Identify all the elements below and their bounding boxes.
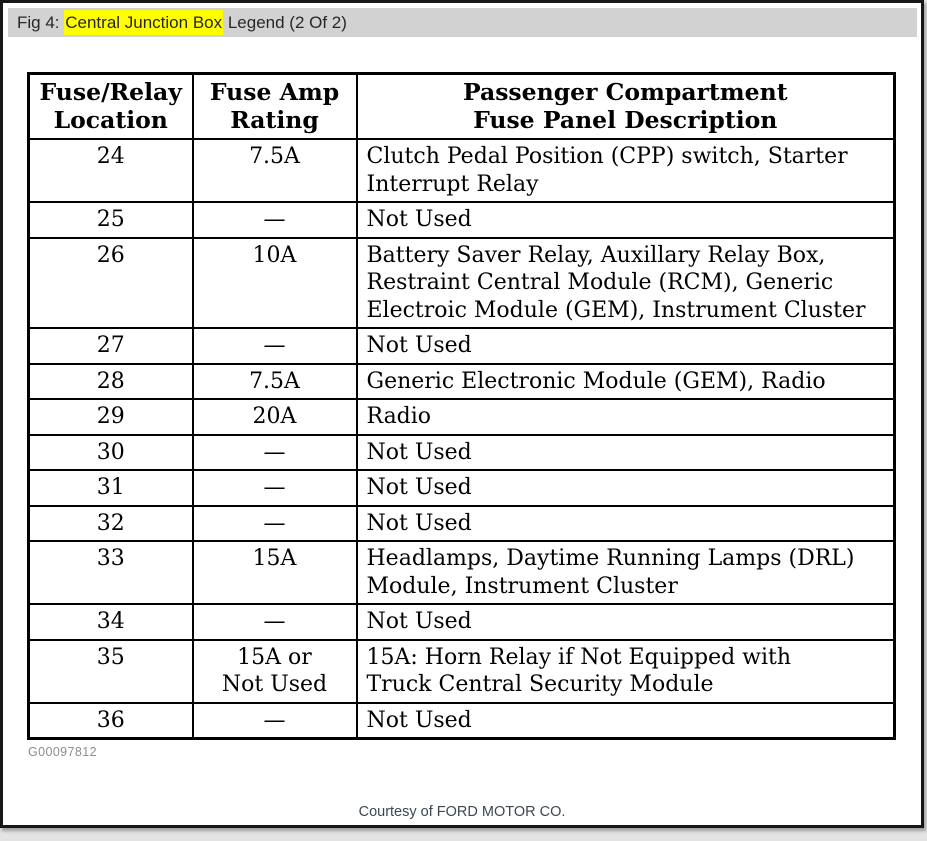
cell-location: 31: [27, 469, 194, 507]
cell-rating: —: [191, 603, 358, 641]
cell-rating: —: [191, 433, 358, 472]
column-header-location: Fuse/Relay Location: [27, 72, 194, 141]
cell-rating: 7.5A: [191, 362, 358, 401]
fuse-legend-table: Fuse/Relay Location Fuse Amp Rating Pass…: [27, 72, 896, 741]
cell-description: 15A: Horn Relay if Not Equipped with Tru…: [355, 638, 896, 704]
table-header-row: Fuse/Relay Location Fuse Amp Rating Pass…: [27, 72, 896, 141]
courtesy-label: Courtesy of FORD MOTOR CO.: [358, 804, 566, 820]
cell-location: 35: [27, 638, 194, 704]
cell-location: 29: [27, 398, 194, 436]
cell-rating: 15A or Not Used: [191, 638, 358, 704]
cell-rating: —: [191, 469, 358, 507]
figure-caption-suffix: Legend (2 Of 2): [223, 13, 347, 32]
figure-caption-highlighted-text: Central Junction Box: [64, 10, 224, 35]
cell-location: 26: [27, 236, 194, 330]
table-row: 34— Not Used: [27, 603, 896, 641]
table-row: 33 15A Headlamps, Daytime Running Lamps (D…: [27, 540, 896, 606]
cell-location: 30: [27, 433, 194, 472]
cell-rating: 10A: [191, 236, 358, 330]
cell-description: Generic Electronic Module (GEM), Radio: [355, 362, 896, 401]
cell-description: Clutch Pedal Position (CPP) switch, Star…: [355, 138, 896, 204]
table-row: 25— Not Used: [27, 201, 896, 239]
cell-rating: 20A: [191, 398, 358, 436]
cell-location: 27: [27, 327, 194, 365]
table-row: 30— Not Used: [27, 433, 896, 472]
table-row: 31— Not Used: [27, 469, 896, 507]
figure-caption-bar: Fig 4: Central Junction Box Legend (2 Of…: [8, 8, 917, 37]
cell-description: Not Used: [355, 327, 896, 365]
figure-code-label: G00097812: [28, 745, 97, 759]
cell-description: Not Used: [355, 603, 896, 641]
table-row: 36— Not Used: [27, 701, 896, 740]
table-row: 27— Not Used: [27, 327, 896, 365]
cell-rating: —: [191, 327, 358, 365]
cell-description: Radio: [355, 398, 896, 436]
table-row: 28 7.5A Generic Electronic Module (GEM), R…: [27, 362, 896, 401]
cell-description: Not Used: [355, 469, 896, 507]
cell-description: Not Used: [355, 201, 896, 239]
cell-location: 36: [27, 701, 194, 740]
table-row: 26 10A Battery Saver Relay, Auxillary Rela…: [27, 236, 896, 330]
cell-rating: —: [191, 701, 358, 740]
column-header-description: Passenger Compartment Fuse Panel Descrip…: [355, 72, 896, 141]
fuse-table-body: 24 7.5A Clutch Pedal Position (CPP) switch…: [27, 138, 896, 740]
figure-caption-prefix: Fig 4:: [17, 13, 65, 32]
table-row: 32— Not Used: [27, 504, 896, 543]
table-row: 29 20A Radio: [27, 398, 896, 436]
cell-description: Not Used: [355, 504, 896, 543]
cell-location: 25: [27, 201, 194, 239]
cell-description: Not Used: [355, 433, 896, 472]
column-header-rating: Fuse Amp Rating: [191, 72, 358, 141]
cell-location: 34: [27, 603, 194, 641]
cell-rating: —: [191, 504, 358, 543]
cell-description: Battery Saver Relay, Auxillary Relay Box…: [355, 236, 896, 330]
table-row: 24 7.5A Clutch Pedal Position (CPP) switch…: [27, 138, 896, 204]
table-row: 35 15A or Not Used 15A: Horn Relay if Not …: [27, 638, 896, 704]
cell-rating: 15A: [191, 540, 358, 606]
cell-description: Not Used: [355, 701, 896, 740]
cell-location: 28: [27, 362, 194, 401]
cell-description: Headlamps, Daytime Running Lamps (DRL) M…: [355, 540, 896, 606]
cell-location: 33: [27, 540, 194, 606]
cell-rating: —: [191, 201, 358, 239]
cell-location: 24: [27, 138, 194, 204]
cell-location: 32: [27, 504, 194, 543]
cell-rating: 7.5A: [191, 138, 358, 204]
